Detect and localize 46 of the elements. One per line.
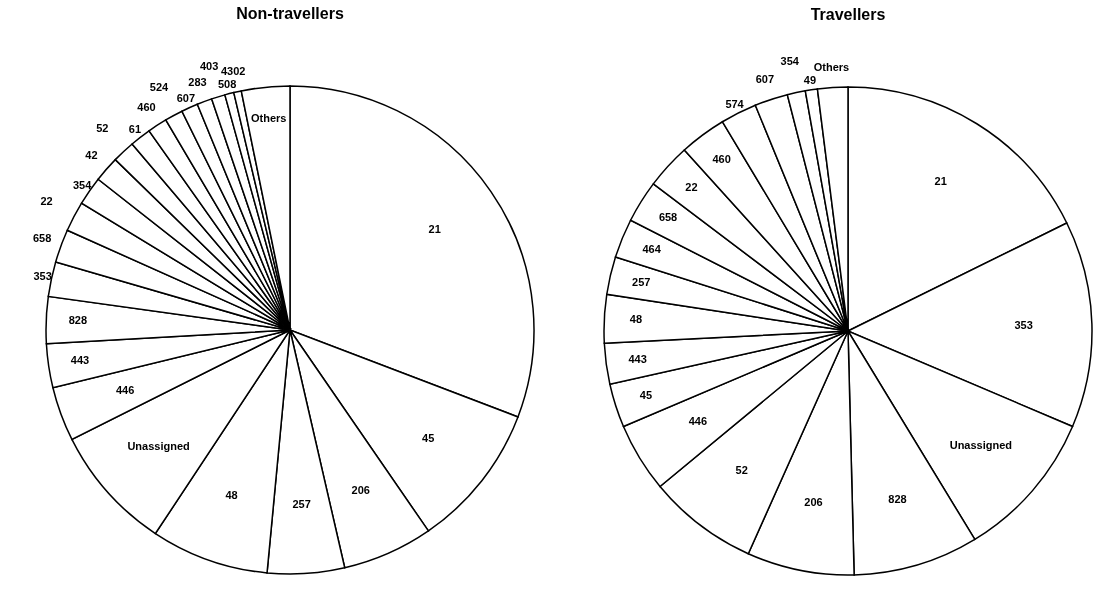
slice-label: 658 [658,211,678,224]
slice-label: 446 [115,383,135,396]
slice-label: 828 [888,492,907,505]
slice-label: 353 [33,270,52,283]
slice-label: 607 [755,73,775,86]
slice-label: 607 [176,92,196,105]
slice-label: Others [813,60,850,73]
slice-label: 354 [780,55,800,68]
slice-label: 828 [68,314,88,327]
slice-label: 42 [85,149,98,162]
slice-label: 257 [292,498,311,511]
slice-label: 460 [137,101,156,114]
slice-label: 21 [428,223,441,236]
slice-label: 48 [225,488,238,501]
slice-label: 45 [422,431,435,444]
slice-label: 446 [688,415,708,428]
slice-label: Unassigned [127,439,190,452]
chart-title: Non-travellers [236,5,344,23]
slice-label: 52 [735,463,748,476]
slice-label: 206 [351,483,370,496]
slice-label: Others [250,111,287,124]
slice-label: 460 [712,153,731,166]
slice-label: 574 [725,97,745,110]
slice-label: 22 [685,180,698,193]
slice-label: 206 [804,496,823,509]
slice-label: 464 [642,243,662,256]
slice-label: 443 [70,354,90,367]
slice-label: 353 [1014,319,1033,332]
slice-label: 524 [149,81,170,94]
slice-label: 49 [803,73,817,86]
slice-label: 22 [40,195,53,208]
slice-label: 283 [188,75,207,88]
slice-label: 48 [629,313,643,326]
slice-label: 354 [72,178,93,191]
slice-label: 45 [639,388,653,401]
chart-title: Travellers [810,5,886,23]
slice-label: 403 [199,60,219,73]
slice-label: 443 [628,352,647,365]
slice-label: 52 [96,121,109,134]
slice-label: 4302 [220,65,246,78]
slice-label: 508 [217,77,237,90]
slice-label: 21 [934,174,947,187]
slice-label: 257 [632,275,651,288]
slice-label: Unassigned [949,438,1013,451]
slice-label: 658 [32,232,52,245]
slice-label: 61 [128,123,142,136]
